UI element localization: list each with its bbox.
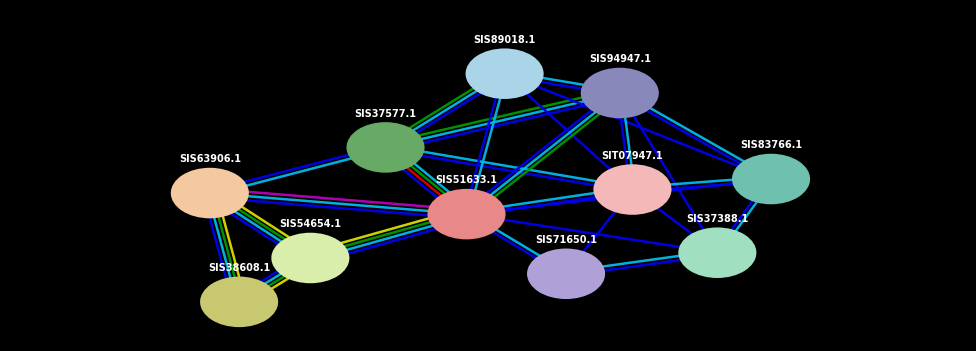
Text: SIS63906.1: SIS63906.1 <box>179 154 241 164</box>
Ellipse shape <box>427 189 506 239</box>
Text: SIS54654.1: SIS54654.1 <box>279 219 342 229</box>
Text: SIS89018.1: SIS89018.1 <box>473 35 536 45</box>
Ellipse shape <box>466 48 544 99</box>
Ellipse shape <box>346 122 425 173</box>
Ellipse shape <box>581 68 659 118</box>
Ellipse shape <box>200 277 278 327</box>
Text: SIT07947.1: SIT07947.1 <box>601 151 664 161</box>
Text: SIS83766.1: SIS83766.1 <box>740 140 802 150</box>
Text: SIS51633.1: SIS51633.1 <box>435 176 498 185</box>
Ellipse shape <box>527 249 605 299</box>
Text: SIS38608.1: SIS38608.1 <box>208 263 270 273</box>
Text: SIS94947.1: SIS94947.1 <box>589 54 651 64</box>
Ellipse shape <box>171 168 249 218</box>
Ellipse shape <box>678 227 756 278</box>
Text: SIS37388.1: SIS37388.1 <box>686 214 749 224</box>
Text: SIS71650.1: SIS71650.1 <box>535 235 597 245</box>
Text: SIS37577.1: SIS37577.1 <box>354 109 417 119</box>
Ellipse shape <box>271 233 349 283</box>
Ellipse shape <box>593 164 671 215</box>
Ellipse shape <box>732 154 810 204</box>
